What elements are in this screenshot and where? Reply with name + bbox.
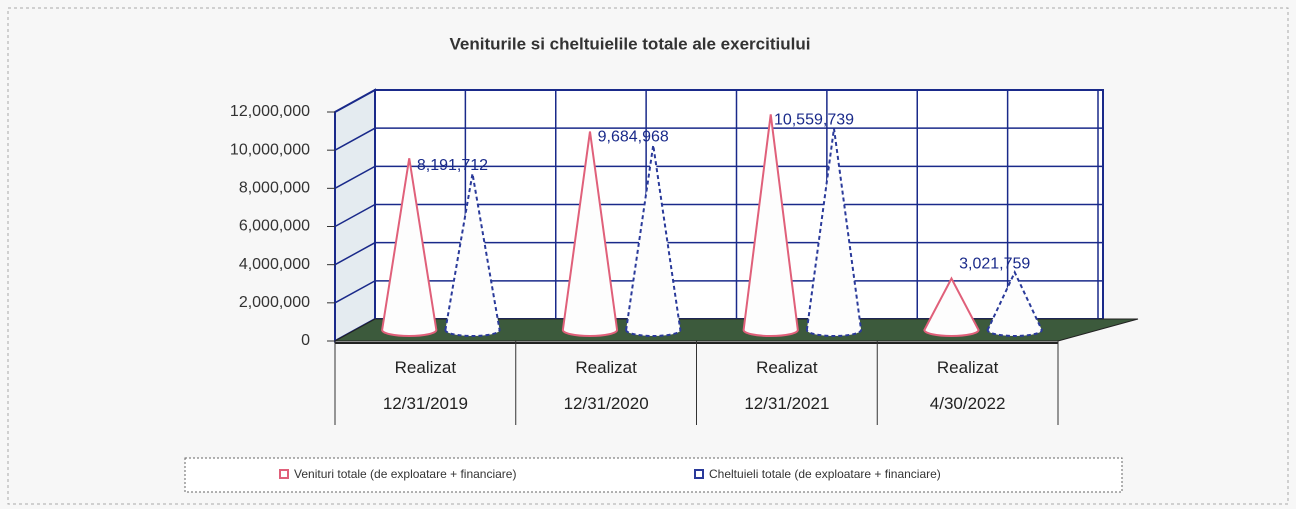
x-tick-label: Realizat 12/31/2021 xyxy=(744,358,830,413)
value-label: 10,559,739 xyxy=(774,112,854,129)
cone xyxy=(923,276,980,337)
legend-box xyxy=(184,457,1123,493)
cone xyxy=(986,269,1043,337)
legend-swatch xyxy=(279,469,289,479)
legend-label: Venituri totale (de exploatare + financi… xyxy=(294,467,516,481)
cone xyxy=(805,128,863,337)
value-label: 3,021,759 xyxy=(959,256,1030,273)
cone xyxy=(561,131,619,337)
cone xyxy=(381,158,438,337)
cone xyxy=(742,114,799,337)
y-tick-label: 4,000,000 xyxy=(239,256,310,273)
chart-title: Veniturile si cheltuielile totale ale ex… xyxy=(450,34,811,53)
value-label: 8,191,712 xyxy=(417,157,488,174)
legend-label: Cheltuieli totale (de exploatare + finan… xyxy=(709,467,941,481)
x-tick-label: Realizat 12/31/2019 xyxy=(382,358,468,413)
cone xyxy=(625,145,682,337)
y-tick-label: 10,000,000 xyxy=(230,141,310,158)
y-tick-label: 0 xyxy=(301,332,310,349)
y-tick-label: 8,000,000 xyxy=(239,180,310,197)
legend-swatch xyxy=(694,469,704,479)
value-label: 9,684,968 xyxy=(598,128,669,145)
y-tick-label: 6,000,000 xyxy=(239,218,310,235)
cone xyxy=(444,173,501,337)
y-tick-label: 2,000,000 xyxy=(239,294,310,311)
y-tick-label: 12,000,000 xyxy=(230,103,310,120)
x-tick-label: Realizat 12/31/2020 xyxy=(563,358,649,413)
x-tick-label: Realizat 4/30/2022 xyxy=(929,358,1006,413)
